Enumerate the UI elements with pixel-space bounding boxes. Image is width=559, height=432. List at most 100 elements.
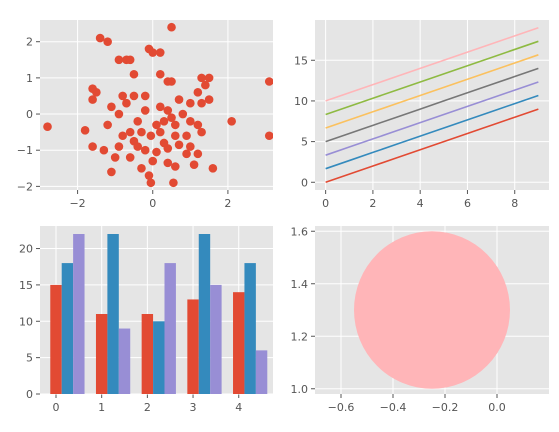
scatter-point: [193, 88, 203, 97]
scatter-point: [186, 98, 195, 108]
x-tick-label: 2: [369, 197, 376, 210]
series-line: [325, 40, 539, 116]
scatter-point: [163, 144, 173, 153]
scatter-point: [114, 55, 124, 65]
series-line: [325, 81, 539, 156]
x-tick-label: 0: [322, 197, 329, 210]
scatter-point: [178, 109, 188, 119]
scatter-point: [174, 95, 184, 104]
bar: [73, 234, 85, 394]
series-line: [325, 67, 539, 143]
bar: [233, 292, 245, 394]
scatter-point: [152, 147, 161, 157]
x-tick-label: 2: [144, 401, 151, 414]
scatter-point: [43, 122, 52, 132]
y-tick-label: 1.0: [291, 383, 309, 396]
plot-marks: [50, 234, 268, 394]
bar: [95, 314, 108, 394]
scatter-point: [155, 127, 165, 137]
y-tick-label: 0: [26, 388, 33, 401]
scatter-point: [140, 106, 150, 115]
x-tick-label: −0.2: [432, 401, 459, 414]
scatter-point: [107, 167, 116, 177]
scatter-point: [193, 149, 203, 159]
y-tick-label: 0: [301, 176, 308, 189]
scatter-point: [137, 163, 146, 173]
scatter-panel: −2 0 2 −2 −1 0 1 2: [17, 20, 273, 210]
scatter-point: [167, 113, 176, 122]
scatter-point: [264, 131, 273, 141]
bar-panel: 0 1 2 3 4 0 5 10 15 20: [19, 226, 273, 414]
bar: [198, 234, 211, 394]
scatter-point: [155, 102, 165, 112]
scatter-point: [144, 171, 154, 180]
series-line: [325, 26, 539, 102]
scatter-point: [133, 142, 143, 151]
scatter-point: [125, 55, 135, 65]
y-tick-label: 1.2: [291, 330, 309, 343]
scatter-point: [148, 48, 158, 57]
plot-marks: [325, 26, 539, 184]
scatter-point: [133, 116, 143, 126]
scatter-point: [182, 149, 191, 159]
x-tick-label: 3: [190, 401, 197, 414]
y-tick-label: 10: [19, 315, 33, 328]
scatter-point: [159, 116, 169, 126]
scatter-point: [167, 77, 176, 86]
bar: [141, 314, 154, 394]
y-tick-label: 20: [19, 243, 33, 256]
scatter-point: [264, 77, 273, 86]
x-tick-label: 2: [224, 197, 231, 210]
bar: [50, 284, 62, 394]
scatter-point: [88, 142, 97, 151]
scatter-point: [140, 145, 150, 155]
scatter-point: [152, 120, 161, 130]
scatter-point: [114, 142, 124, 151]
scatter-point: [170, 131, 180, 141]
scatter-point: [122, 98, 131, 108]
scatter-point: [137, 127, 146, 137]
x-tick-label: 0: [52, 401, 59, 414]
scatter-point: [146, 178, 156, 188]
x-tick-label: 4: [235, 401, 242, 414]
x-tick-label: 0.0: [488, 401, 506, 414]
scatter-point: [99, 145, 109, 155]
y-tick-label: 5: [301, 136, 308, 149]
scatter-point: [103, 120, 112, 130]
series-line: [325, 108, 539, 184]
bar: [153, 321, 165, 394]
plot-marks: [43, 22, 273, 188]
scatter-point: [169, 178, 178, 188]
scatter-point: [204, 73, 214, 83]
x-tick-label: 0: [149, 197, 156, 210]
scatter-point: [197, 73, 206, 83]
y-tick-label: −2: [17, 180, 33, 193]
scatter-point: [163, 106, 173, 115]
y-tick-label: 1: [26, 72, 33, 85]
scatter-point: [186, 142, 195, 151]
y-tick-label: −1: [17, 144, 33, 157]
bar: [244, 263, 256, 394]
scatter-point: [182, 131, 191, 141]
scatter-point: [155, 48, 165, 57]
x-tick-label: −2: [69, 197, 85, 210]
scatter-point: [204, 95, 214, 104]
series-line: [325, 54, 539, 129]
scatter-point: [80, 126, 90, 135]
series-line: [325, 94, 539, 170]
scatter-point: [189, 160, 199, 169]
scatter-point: [118, 91, 127, 101]
scatter-point: [118, 131, 127, 141]
y-tick-label: 1.6: [291, 225, 309, 238]
y-tick-label: 0: [26, 108, 33, 121]
scatter-point: [95, 33, 105, 43]
y-tick-label: 10: [294, 95, 308, 108]
scatter-point: [129, 69, 139, 79]
bar: [210, 284, 222, 394]
bar: [255, 350, 268, 394]
scatter-point: [110, 153, 120, 162]
bar: [107, 234, 119, 394]
bar: [118, 328, 131, 394]
scatter-point: [170, 162, 180, 171]
y-tick-label: 15: [294, 54, 308, 67]
